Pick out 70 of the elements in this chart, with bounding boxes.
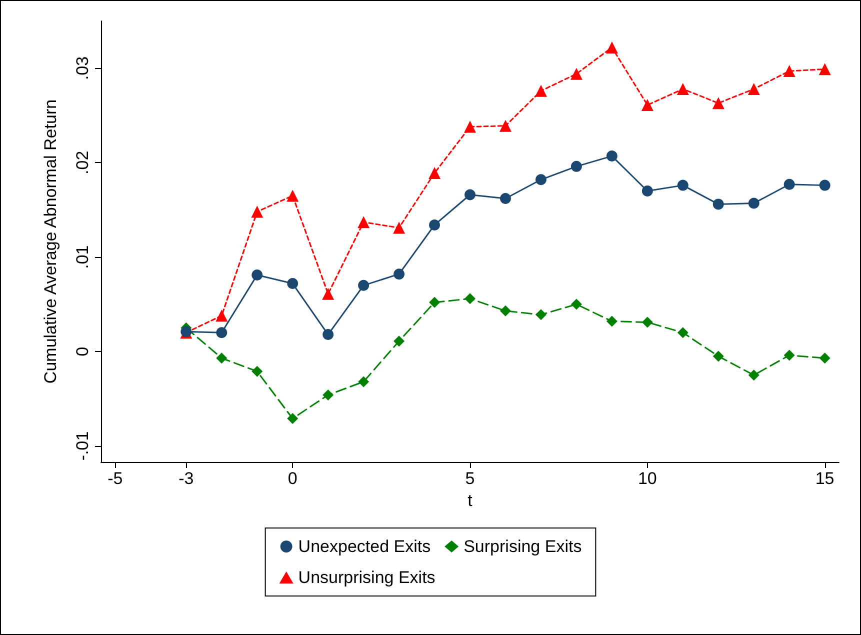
- point: [783, 65, 796, 78]
- x-tick-label: -5: [108, 469, 123, 488]
- point: [429, 296, 440, 308]
- x-tick-label: 10: [638, 469, 657, 488]
- point: [286, 190, 299, 202]
- point: [570, 160, 582, 172]
- point: [216, 352, 228, 364]
- point: [358, 280, 370, 291]
- point: [464, 293, 476, 304]
- point: [499, 120, 512, 132]
- point: [642, 185, 653, 196]
- point: [393, 222, 406, 234]
- x-axis-title: t: [468, 490, 473, 510]
- point: [252, 366, 263, 377]
- legend-label: Unsurprising Exits: [298, 568, 436, 587]
- point: [748, 198, 760, 209]
- point: [818, 63, 831, 76]
- point: [712, 350, 724, 362]
- legend-label: Surprising Exits: [464, 537, 582, 556]
- point: [677, 180, 688, 191]
- y-tick-label: .01: [73, 245, 92, 269]
- point: [570, 68, 582, 80]
- point: [394, 268, 405, 280]
- point: [642, 316, 653, 328]
- point: [252, 270, 263, 281]
- point: [748, 82, 760, 95]
- point: [712, 97, 724, 110]
- point: [819, 180, 830, 191]
- y-tick-label: 0: [73, 346, 92, 356]
- point: [535, 309, 546, 320]
- point: [606, 41, 618, 54]
- point: [322, 288, 334, 300]
- point: [394, 336, 405, 347]
- y-tick-label: .03: [73, 56, 92, 80]
- point: [784, 350, 795, 361]
- point: [287, 413, 298, 424]
- x-tick-label: 0: [288, 469, 298, 488]
- point: [322, 329, 334, 340]
- x-tick-label: -3: [178, 469, 194, 488]
- point: [606, 316, 618, 327]
- point: [606, 150, 618, 162]
- x-tick-label: 15: [815, 469, 834, 488]
- point: [251, 206, 264, 218]
- point: [500, 305, 511, 316]
- y-tick-label: -.01: [73, 431, 92, 461]
- y-axis-title: Cumulative Average Abnormal Return: [41, 99, 60, 384]
- legend-label: Unexpected Exits: [298, 537, 431, 556]
- y-tick-label: .02: [73, 150, 92, 174]
- x-tick-label: 5: [465, 469, 475, 488]
- point: [641, 99, 654, 112]
- point: [358, 376, 370, 388]
- point: [677, 327, 688, 338]
- point: [534, 84, 547, 97]
- point: [535, 174, 546, 186]
- point: [216, 310, 228, 322]
- point: [570, 298, 582, 310]
- point: [500, 193, 511, 204]
- point: [216, 327, 228, 338]
- point: [676, 82, 689, 95]
- point: [358, 216, 370, 228]
- point: [429, 219, 440, 230]
- point: [322, 389, 334, 400]
- point: [464, 189, 476, 200]
- point: [287, 278, 298, 290]
- point: [428, 167, 441, 180]
- point: [464, 120, 476, 133]
- point: [712, 198, 724, 210]
- point: [784, 178, 795, 190]
- point: [819, 352, 830, 364]
- point: [748, 370, 760, 381]
